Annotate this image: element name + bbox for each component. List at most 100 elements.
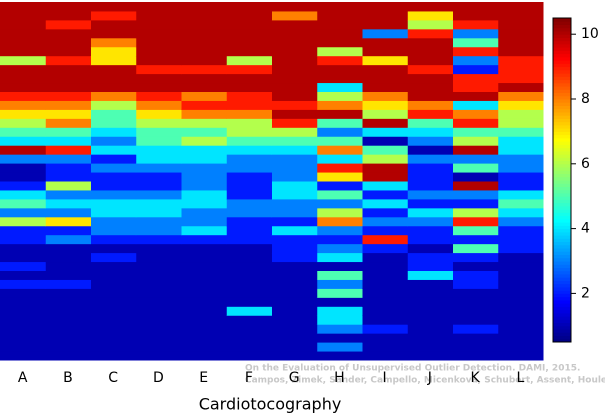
cell [0, 28, 46, 39]
annotation: On the Evaluation of Unsupervised Outlie… [245, 364, 580, 374]
cell [0, 109, 46, 119]
cell [181, 279, 227, 289]
cell [135, 145, 182, 155]
cell [452, 279, 499, 289]
cell [452, 324, 499, 334]
cell [316, 91, 363, 101]
cell [45, 270, 91, 280]
cell [407, 172, 453, 182]
colorbar-step [553, 89, 571, 94]
colorbar-step [553, 299, 571, 304]
cell [316, 351, 363, 361]
cell [90, 216, 137, 227]
colorbar-step [553, 69, 571, 74]
cell [362, 297, 408, 307]
cell [271, 234, 318, 245]
colorbar-step [553, 134, 571, 139]
cell [90, 118, 137, 128]
cell [226, 342, 272, 352]
colorbar-step [553, 99, 571, 103]
cell [316, 306, 363, 316]
cell [226, 10, 272, 21]
cell [497, 172, 544, 182]
cell [45, 306, 91, 316]
cell [135, 46, 182, 57]
cell [226, 261, 272, 271]
cell [0, 279, 46, 289]
cell [452, 297, 499, 307]
x-tick-label: H [334, 370, 345, 386]
cell [316, 109, 363, 119]
cell [181, 288, 227, 298]
cell [90, 91, 137, 101]
cell [497, 216, 544, 227]
cell [271, 198, 318, 209]
cell [316, 19, 363, 30]
cell [452, 216, 499, 227]
cell [90, 64, 137, 75]
cell [0, 333, 46, 343]
cell [45, 19, 91, 30]
cell [0, 342, 46, 352]
cell [407, 198, 453, 209]
cell [90, 279, 137, 289]
cell [0, 243, 46, 254]
cell [226, 234, 272, 245]
cell [226, 216, 272, 227]
cell [90, 154, 137, 164]
colorbar-step [553, 267, 571, 272]
cell [407, 279, 453, 289]
cell [181, 46, 227, 57]
cell [0, 198, 46, 209]
cell [407, 261, 453, 271]
cell [181, 243, 227, 254]
cell [181, 19, 227, 30]
cell [452, 2, 499, 12]
cell [90, 82, 137, 92]
cell [497, 64, 544, 75]
cell [0, 261, 46, 271]
cell [45, 73, 91, 84]
cell [45, 189, 91, 200]
cell [452, 261, 499, 271]
cell [316, 154, 363, 164]
cell [0, 189, 46, 200]
cell [45, 252, 91, 263]
colorbar-step [553, 316, 571, 320]
cell [226, 288, 272, 298]
cell [407, 252, 453, 263]
cell [497, 55, 544, 66]
cell [135, 82, 182, 92]
cell [362, 351, 408, 361]
cell [362, 127, 408, 137]
cell [497, 351, 544, 361]
cell [271, 2, 318, 12]
cell [362, 234, 408, 245]
colorbar-step [553, 108, 571, 113]
cell [181, 207, 227, 218]
cell [226, 252, 272, 263]
cell [362, 216, 408, 227]
cell [452, 181, 499, 191]
cell [316, 243, 363, 254]
cell [45, 234, 91, 245]
cell [407, 207, 453, 218]
cell [362, 207, 408, 218]
cell [271, 252, 318, 263]
colorbar-step [553, 173, 571, 178]
cell [362, 73, 408, 84]
cell [45, 279, 91, 289]
cell [226, 37, 272, 48]
x-tick-label: J [427, 370, 432, 386]
cell [316, 198, 363, 209]
cell [226, 73, 272, 84]
colorbar-step [553, 167, 571, 171]
colorbar-step [553, 82, 571, 87]
cell [181, 163, 227, 173]
cell [226, 145, 272, 155]
cell [362, 10, 408, 21]
cell [362, 324, 408, 334]
colorbar-step [553, 121, 571, 126]
colorbar-step [553, 212, 571, 217]
cell [0, 82, 46, 92]
